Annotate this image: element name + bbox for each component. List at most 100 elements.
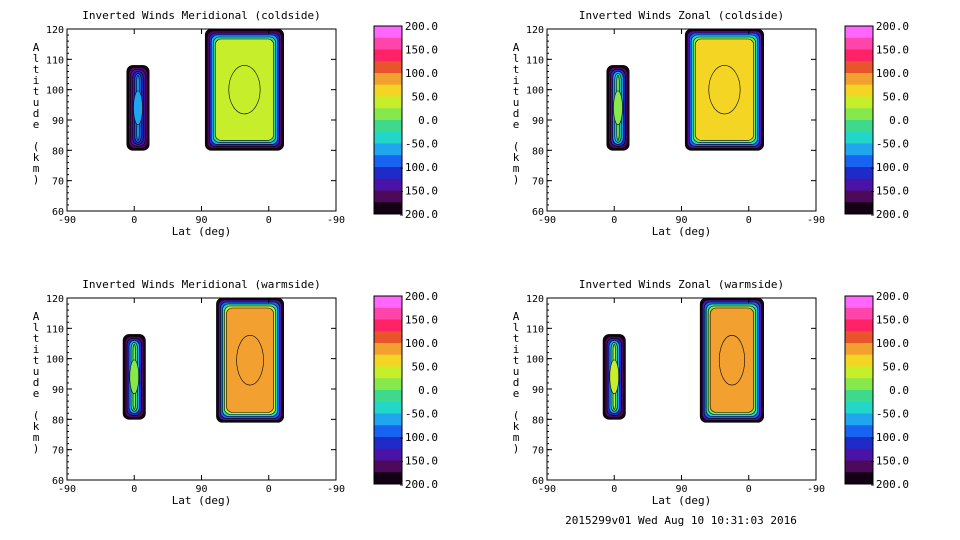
colorbar-tick-label: -50.0 xyxy=(405,138,438,151)
y-tick-label: 90 xyxy=(52,116,64,127)
svg-text:d: d xyxy=(33,107,40,120)
colorbar-swatch xyxy=(374,472,402,485)
y-tick-label: 60 xyxy=(532,207,544,218)
colorbar-swatch xyxy=(845,202,873,215)
svg-text:t: t xyxy=(513,63,520,76)
colorbar-swatch xyxy=(374,307,402,320)
svg-text:i: i xyxy=(513,343,520,356)
colorbar-swatch xyxy=(374,120,402,133)
x-tick-label: 0 xyxy=(611,484,617,495)
x-tick-label: -90 xyxy=(327,484,345,495)
svg-text:u: u xyxy=(513,96,520,109)
colorbar-swatch xyxy=(845,448,873,461)
x-tick-label: -90 xyxy=(58,215,76,226)
y-tick-label: 80 xyxy=(532,415,544,426)
svg-text:t: t xyxy=(513,85,520,98)
colorbar-swatch xyxy=(845,366,873,379)
colorbar: 200.0 150.0 100.0 50.0 0.0 -50.0 -100.0 -150.0 -… xyxy=(844,20,909,221)
colorbar-swatch xyxy=(374,343,402,356)
svg-text:e: e xyxy=(33,118,40,131)
y-tick-label: 100 xyxy=(46,355,64,366)
colorbar-tick-label: -150.0 xyxy=(869,455,909,468)
svg-text:k: k xyxy=(33,151,40,164)
colorbar-swatch xyxy=(374,354,402,367)
svg-text:): ) xyxy=(513,442,520,455)
x-tick-label: -90 xyxy=(807,215,825,226)
y-tick-label: 90 xyxy=(52,385,64,396)
x-tick-label: 0 xyxy=(611,215,617,226)
colorbar-tick-label: 100.0 xyxy=(405,67,438,80)
colorbar-swatch xyxy=(374,73,402,86)
colorbar-swatch xyxy=(374,49,402,62)
x-tick-label: -90 xyxy=(327,215,345,226)
colorbar-swatch xyxy=(374,96,402,109)
svg-text:(: ( xyxy=(33,409,40,422)
y-tick-label: 110 xyxy=(526,324,544,335)
colorbar-tick-label: 0.0 xyxy=(418,114,438,127)
colorbar-tick-label: 200.0 xyxy=(876,20,909,33)
colorbar-frame xyxy=(844,25,874,215)
colorbar-swatch xyxy=(374,167,402,180)
colorbar-swatch xyxy=(374,296,402,309)
svg-text:t: t xyxy=(33,85,40,98)
data-region-2-peak xyxy=(708,65,741,115)
colorbar-frame xyxy=(373,25,403,215)
colorbar-tick-label: 150.0 xyxy=(405,314,438,327)
colorbar-tick-label: -150.0 xyxy=(398,185,438,198)
colorbar-swatch xyxy=(374,331,402,344)
colorbar-tick-label: -200.0 xyxy=(398,208,438,221)
colorbar-tick-label: 150.0 xyxy=(876,314,909,327)
svg-text:u: u xyxy=(513,365,520,378)
x-tick-label: -90 xyxy=(807,484,825,495)
svg-text:i: i xyxy=(513,74,520,87)
panel-2: Inverted Winds Zonal (coldside) 120 110 100… xyxy=(513,9,909,238)
x-axis-label: Lat (deg) xyxy=(172,494,232,507)
colorbar-swatch xyxy=(374,401,402,414)
colorbar-swatch xyxy=(845,460,873,473)
colorbar-tick-label: 0.0 xyxy=(889,384,909,397)
y-tick-label: 90 xyxy=(532,116,544,127)
panel-3: Inverted Winds Meridional (warmside) 120 1… xyxy=(33,278,438,507)
svg-text:): ) xyxy=(33,173,40,186)
svg-text:m: m xyxy=(33,162,40,175)
plot-frame xyxy=(66,297,337,481)
colorbar-swatch xyxy=(374,190,402,203)
y-tick-label: 120 xyxy=(46,25,64,36)
svg-text:k: k xyxy=(33,420,40,433)
colorbar-swatch xyxy=(374,131,402,144)
colorbar-swatch xyxy=(374,202,402,215)
x-tick-label: 90 xyxy=(195,215,207,226)
x-axis-label: Lat (deg) xyxy=(652,225,712,238)
colorbar-frame xyxy=(373,295,403,485)
svg-text:e: e xyxy=(33,387,40,400)
colorbar-swatch xyxy=(845,307,873,320)
colorbar-swatch xyxy=(845,155,873,168)
colorbar-tick-label: 150.0 xyxy=(405,44,438,57)
svg-text:t: t xyxy=(513,354,520,367)
x-tick-label: 0 xyxy=(746,215,752,226)
colorbar-tick-label: 100.0 xyxy=(876,337,909,350)
svg-text:i: i xyxy=(33,74,40,87)
colorbar-tick-label: -100.0 xyxy=(869,161,909,174)
colorbar-swatch xyxy=(845,37,873,50)
colorbar-swatch xyxy=(845,401,873,414)
x-axis-label: Lat (deg) xyxy=(652,494,712,507)
colorbar-swatch xyxy=(845,296,873,309)
svg-text:d: d xyxy=(513,376,520,389)
colorbar-tick-label: -150.0 xyxy=(869,185,909,198)
chart-title: Inverted Winds Meridional (coldside) xyxy=(82,9,320,22)
svg-text:): ) xyxy=(33,442,40,455)
colorbar-swatch xyxy=(374,319,402,332)
colorbar-frame xyxy=(844,295,874,485)
y-tick-label: 110 xyxy=(46,324,64,335)
y-tick-label: 70 xyxy=(532,446,544,457)
chart-title: Inverted Winds Meridional (warmside) xyxy=(82,278,320,291)
y-tick-label: 70 xyxy=(52,446,64,457)
colorbar-swatch xyxy=(374,378,402,391)
y-tick-label: 80 xyxy=(52,146,64,157)
plot-frame xyxy=(66,28,337,212)
svg-text:m: m xyxy=(513,431,520,444)
x-axis-label: Lat (deg) xyxy=(172,225,232,238)
svg-text:k: k xyxy=(513,151,520,164)
y-tick-label: 110 xyxy=(526,55,544,66)
